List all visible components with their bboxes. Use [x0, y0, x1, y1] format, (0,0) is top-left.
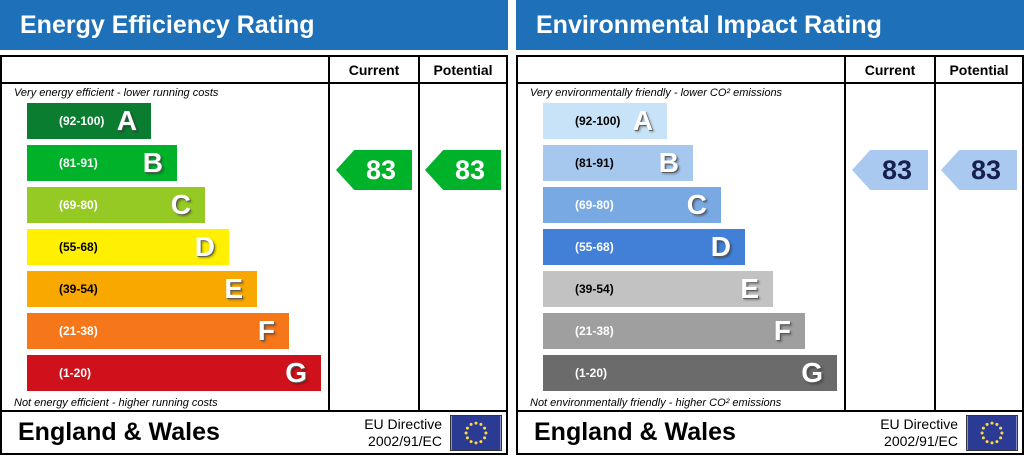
- band-e-range: (39-54): [59, 282, 98, 296]
- energy-potential-rating-arrow: 83: [425, 150, 501, 190]
- environmental-bands-area: Very environmentally friendly - lower CO…: [518, 84, 844, 410]
- eu-directive-line2: 2002/91/EC: [884, 432, 958, 449]
- energy-current-column: 83: [328, 84, 418, 410]
- bottom-scale-note: Not energy efficient - higher running co…: [14, 397, 218, 409]
- band-d: (55-68) D: [543, 229, 745, 265]
- band-a-range: (92-100): [59, 114, 105, 128]
- header-spacer: [2, 57, 328, 82]
- band-b-range: (81-91): [59, 156, 98, 170]
- environmental-current-rating-value: 83: [881, 154, 913, 185]
- band-c-range: (69-80): [575, 198, 614, 212]
- potential-column-header: Potential: [418, 57, 506, 82]
- top-scale-note: Very environmentally friendly - lower CO…: [530, 87, 783, 99]
- band-e-range: (39-54): [575, 282, 614, 296]
- eu-directive-line1: EU Directive: [880, 415, 958, 432]
- eu-directive-line1: EU Directive: [364, 415, 442, 432]
- band-d: (55-68) D: [27, 229, 229, 265]
- eu-flag-icon: [450, 414, 502, 451]
- band-e-letter: E: [740, 273, 759, 304]
- band-c-letter: C: [686, 189, 707, 220]
- band-a: (92-100) A: [543, 103, 667, 139]
- band-e: (39-54) E: [543, 271, 773, 307]
- potential-column-header: Potential: [934, 57, 1022, 82]
- energy-table-header-row: Current Potential: [2, 57, 506, 84]
- environmental-panel-footer: England & Wales EU Directive 2002/91/EC: [516, 410, 1024, 455]
- environmental-chart-table: Current Potential Very environmentally f…: [516, 55, 1024, 412]
- band-b: (81-91) B: [543, 145, 693, 181]
- eu-directive-line2: 2002/91/EC: [368, 432, 442, 449]
- band-c-letter: C: [170, 189, 191, 220]
- energy-chart-table: Current Potential Very energy efficient …: [0, 55, 508, 412]
- header-spacer: [518, 57, 844, 82]
- band-g-letter: G: [285, 357, 307, 388]
- band-d-letter: D: [710, 231, 731, 262]
- environmental-potential-rating-arrow: 83: [941, 150, 1017, 190]
- energy-potential-column: 83: [418, 84, 506, 410]
- environmental-current-column: 83: [844, 84, 934, 410]
- energy-efficiency-panel: Energy Efficiency Rating Current Potenti…: [0, 0, 508, 457]
- energy-bands-area: Very energy efficient - lower running co…: [2, 84, 328, 410]
- energy-current-rating-value: 83: [365, 154, 397, 185]
- environmental-chart-body: Very environmentally friendly - lower CO…: [518, 84, 1022, 410]
- band-c-range: (69-80): [59, 198, 98, 212]
- band-e: (39-54) E: [27, 271, 257, 307]
- band-b-letter: B: [142, 147, 163, 178]
- energy-potential-rating-value: 83: [454, 154, 486, 185]
- environmental-potential-column: 83: [934, 84, 1022, 410]
- band-f-letter: F: [773, 315, 791, 346]
- band-d-range: (55-68): [59, 240, 98, 254]
- energy-panel-title: Energy Efficiency Rating: [0, 0, 508, 50]
- band-e-letter: E: [224, 273, 243, 304]
- current-column-header: Current: [328, 57, 418, 82]
- environmental-current-rating-arrow: 83: [852, 150, 928, 190]
- environmental-panel-title: Environmental Impact Rating: [516, 0, 1024, 50]
- band-f-range: (21-38): [575, 324, 614, 338]
- environmental-table-header-row: Current Potential: [518, 57, 1022, 84]
- band-a: (92-100) A: [27, 103, 151, 139]
- eu-flag-icon: [966, 414, 1018, 451]
- band-a-letter: A: [116, 105, 137, 136]
- region-label: England & Wales: [18, 418, 220, 446]
- eu-directive-label: EU Directive 2002/91/EC: [880, 416, 958, 450]
- band-f-letter: F: [257, 315, 275, 346]
- band-a-range: (92-100): [575, 114, 621, 128]
- energy-chart-body: Very energy efficient - lower running co…: [2, 84, 506, 410]
- band-b-letter: B: [658, 147, 679, 178]
- band-f-range: (21-38): [59, 324, 98, 338]
- top-scale-note: Very energy efficient - lower running co…: [14, 87, 219, 99]
- band-c: (69-80) C: [543, 187, 721, 223]
- region-label: England & Wales: [534, 418, 736, 446]
- band-b: (81-91) B: [27, 145, 177, 181]
- band-f: (21-38) F: [543, 313, 805, 349]
- band-g: (1-20) G: [543, 355, 837, 391]
- band-c: (69-80) C: [27, 187, 205, 223]
- band-g-range: (1-20): [575, 366, 608, 380]
- band-g-letter: G: [801, 357, 823, 388]
- environmental-potential-rating-value: 83: [970, 154, 1002, 185]
- band-g: (1-20) G: [27, 355, 321, 391]
- bottom-scale-note: Not environmentally friendly - higher CO…: [530, 397, 782, 409]
- band-f: (21-38) F: [27, 313, 289, 349]
- band-b-range: (81-91): [575, 156, 614, 170]
- energy-current-rating-arrow: 83: [336, 150, 412, 190]
- energy-panel-footer: England & Wales EU Directive 2002/91/EC: [0, 410, 508, 455]
- current-column-header: Current: [844, 57, 934, 82]
- environmental-impact-panel: Environmental Impact Rating Current Pote…: [516, 0, 1024, 457]
- band-d-letter: D: [194, 231, 215, 262]
- band-d-range: (55-68): [575, 240, 614, 254]
- band-g-range: (1-20): [59, 366, 92, 380]
- band-a-letter: A: [632, 105, 653, 136]
- eu-directive-label: EU Directive 2002/91/EC: [364, 416, 442, 450]
